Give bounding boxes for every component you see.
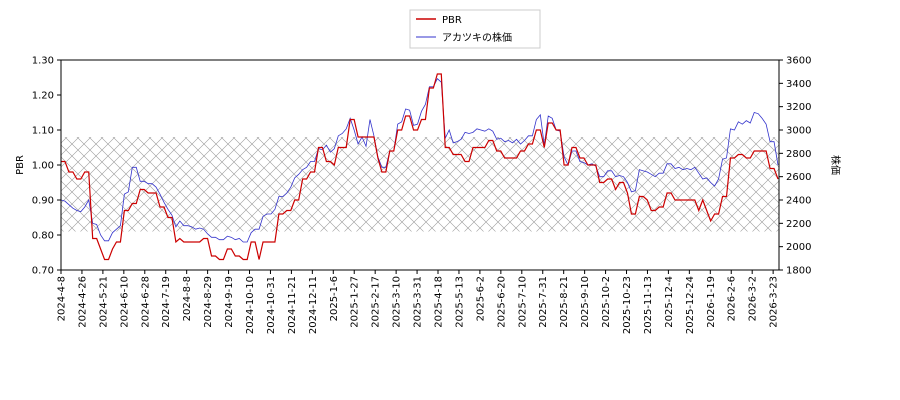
y-right-tick-label: 3600 [786, 56, 811, 67]
x-tick-label: 2025-1-6 [329, 276, 340, 321]
x-tick-label: 2025-10-2 [601, 276, 612, 328]
x-tick-label: 2024-6-10 [119, 276, 130, 328]
x-tick-label: 2025-6-2 [475, 276, 486, 321]
y-left-tick-label: 1.20 [32, 91, 54, 102]
y-right-tick-label: 1800 [786, 266, 811, 277]
legend-pbr-label: PBR [442, 15, 462, 26]
x-tick-label: 2024-4-8 [57, 276, 68, 321]
y-axis-right-label: 株価 [829, 155, 842, 175]
x-tick-label: 2025-6-20 [496, 276, 507, 328]
x-tick-label: 2025-7-31 [538, 276, 549, 328]
x-tick-label: 2025-9-10 [580, 276, 591, 328]
x-tick-label: 2025-8-21 [559, 276, 570, 328]
x-tick-label: 2026-3-2 [748, 276, 759, 321]
pbr-series-line [61, 73, 779, 261]
x-tick-label: 2026-3-23 [769, 276, 780, 328]
x-tick-label: 2025-7-10 [517, 276, 528, 328]
legend-box [409, 9, 541, 49]
x-tick-label: 2024-9-19 [224, 276, 235, 328]
y-right-tick-label: 2800 [786, 149, 811, 160]
y-right-tick-label: 2400 [786, 196, 811, 207]
x-tick-label: 2025-4-18 [434, 276, 445, 328]
x-tick-label: 2024-11-21 [287, 276, 298, 334]
y-right-tick-label: 3400 [786, 79, 811, 90]
x-axis: 2024-4-8 2024-4-26 2024-5-21 2024-6-10 2024-… [57, 270, 780, 334]
x-tick-label: 2026-2-6 [727, 276, 738, 321]
x-tick-label: 2025-12-4 [664, 276, 675, 328]
x-tick-label: 2024-4-26 [77, 276, 88, 328]
y-left-tick-label: 1.00 [32, 161, 54, 172]
x-tick-label: 2024-10-10 [245, 276, 256, 334]
y-axis-left-label: PBR [15, 155, 26, 175]
x-tick-label: 2025-11-13 [643, 276, 654, 334]
reference-band [61, 137, 779, 232]
y-left-tick-label: 0.90 [32, 196, 54, 207]
y-left-tick-label: 1.10 [32, 126, 54, 137]
x-tick-label: 2024-8-8 [182, 276, 193, 321]
x-tick-label: 2024-10-31 [266, 276, 277, 334]
x-tick-label: 2025-1-27 [350, 276, 361, 328]
y-right-tick-label: 3200 [786, 102, 811, 113]
y-left-tick-label: 1.30 [32, 56, 54, 67]
x-tick-label: 2024-7-19 [161, 276, 172, 328]
x-tick-label: 2024-12-11 [308, 276, 319, 334]
x-tick-label: 2025-2-17 [371, 276, 382, 328]
x-tick-label: 2026-1-19 [706, 276, 717, 328]
y-left-tick-label: 0.80 [32, 231, 54, 242]
y-right-tick-label: 3000 [786, 126, 811, 137]
y-right-tick-label: 2600 [786, 172, 811, 183]
legend: PBR アカツキの株価 [409, 9, 541, 49]
y-right-tick-label: 2000 [786, 242, 811, 253]
x-tick-label: 2025-10-23 [622, 276, 633, 334]
x-tick-label: 2025-3-31 [413, 276, 424, 328]
price-series-line [61, 78, 779, 243]
y-axis-left: 0.70 0.80 0.90 1.00 1.10 1.20 1.30 [32, 56, 61, 277]
x-tick-label: 2024-6-28 [140, 276, 151, 328]
x-tick-label: 2025-12-24 [685, 276, 696, 334]
x-tick-label: 2024-5-21 [98, 276, 109, 328]
x-tick-label: 2025-5-13 [454, 276, 465, 328]
legend-price-label: アカツキの株価 [442, 31, 512, 44]
y-right-tick-label: 2200 [786, 219, 811, 230]
x-tick-label: 2024-8-29 [203, 276, 214, 328]
y-axis-right: 1800 2000 2200 2400 2600 2800 3000 3200 3400 3600 [779, 56, 811, 277]
x-tick-label: 2025-3-10 [392, 276, 403, 328]
y-left-tick-label: 0.70 [32, 266, 54, 277]
